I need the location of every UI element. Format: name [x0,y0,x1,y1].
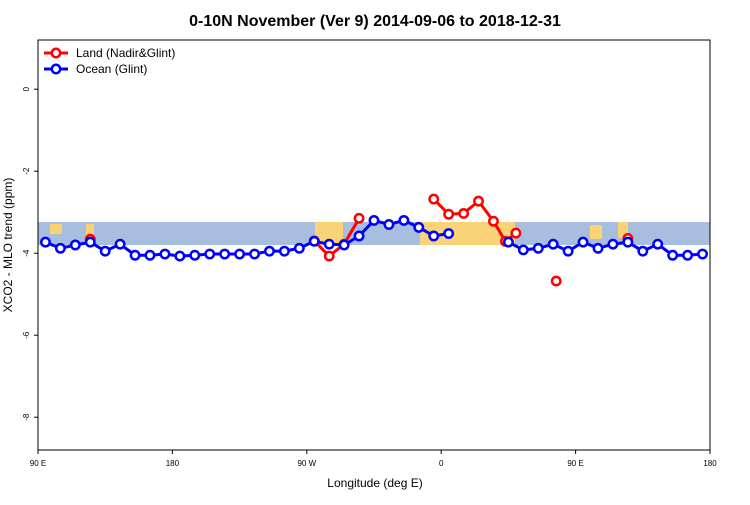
map-strip [38,222,710,245]
data-point [697,248,708,260]
x-tick-label: 90 E [30,459,46,468]
ocean-band [38,222,710,245]
y-tick-label: 0 [22,86,31,91]
data-point [550,275,562,287]
data-point [532,242,544,254]
data-point [607,238,619,250]
x-tick-label: 0 [439,459,444,468]
data-point [562,245,574,257]
data-point [323,250,335,262]
data-point [204,248,216,260]
data-point [278,245,290,257]
series-line [313,217,361,259]
chart-title: 0-10N November (Ver 9) 2014-09-06 to 201… [189,13,561,30]
x-tick-label: 180 [166,459,180,468]
data-point [547,238,559,250]
data-point [234,248,246,260]
land-patch [420,222,515,245]
data-point [517,244,529,256]
land-patch [590,225,602,239]
land-patch [618,222,628,238]
data-point [99,245,111,257]
data-point [622,236,634,248]
data-point [219,248,231,260]
data-point [69,239,81,251]
data-point [249,248,260,260]
legend-label: Ocean (Glint) [76,62,147,76]
data-point [652,238,664,250]
data-point [398,214,410,226]
data-point [502,236,514,248]
data-point [488,215,499,227]
data-point [428,230,440,242]
land-patch [86,224,94,242]
data-point [667,249,679,261]
data-point [54,242,66,254]
land-patch [50,224,62,234]
x-axis-label: Longitude (deg E) [327,476,422,490]
land-patch [315,222,343,245]
data-point [682,249,694,261]
legend-marker [50,63,62,75]
data-point [40,236,51,248]
series-line [44,218,449,258]
data-point [383,219,395,230]
data-point [84,236,96,248]
data-point [174,250,186,262]
data-point [189,249,201,261]
plot-frame [37,39,711,451]
data-point [353,212,365,224]
data-point [293,242,305,254]
data-point [368,214,380,226]
data-point [323,238,335,250]
data-point [592,242,604,254]
x-tick-label: 180 [703,459,717,468]
data-point [159,248,171,260]
legend-marker [50,47,62,59]
data-point [129,249,141,261]
data-point [577,236,589,248]
data-point [114,238,126,250]
data-point [264,245,275,257]
y-tick-label: -8 [22,413,31,421]
y-axis-label: XCO2 - MLO trend (ppm) [1,178,15,313]
y-tick-label: -2 [22,167,31,175]
data-point [353,230,365,242]
data-point [144,249,156,261]
y-tick-label: -4 [22,249,31,257]
data-point [458,207,470,219]
data-point [510,227,522,239]
y-tick-label: -6 [22,331,31,339]
data-point [473,195,484,207]
legend-label: Land (Nadir&Glint) [76,46,175,60]
x-tick-label: 90 W [297,459,316,468]
data-point [443,228,455,239]
data-point [308,235,320,247]
data-point [338,239,350,251]
data-point [443,208,455,220]
data-point [413,221,425,233]
data-point [428,193,440,205]
data-point [637,245,649,257]
x-tick-label: 90 E [567,459,583,468]
